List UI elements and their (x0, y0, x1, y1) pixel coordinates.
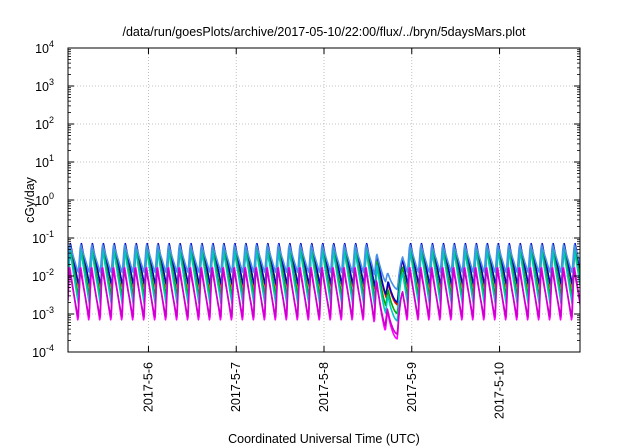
y-tick-label: 103 (35, 77, 54, 94)
y-tick-exponent: 2 (49, 115, 54, 125)
y-tick-label: 10-1 (32, 229, 54, 246)
series-line (68, 267, 580, 336)
y-tick-label: 10-3 (32, 305, 54, 322)
x-tick-label: 2017-5-10 (493, 362, 507, 419)
y-tick-exponent: -2 (46, 267, 54, 277)
x-tick-label: 2017-5-7 (229, 362, 243, 412)
y-tick-label: 102 (35, 115, 54, 132)
series-layer (68, 242, 580, 340)
y-tick-label: 10-2 (32, 267, 54, 284)
x-tick-label: 2017-5-6 (141, 362, 155, 412)
y-tick-exponent: 4 (49, 39, 54, 49)
series-line (68, 244, 580, 291)
y-tick-exponent: -3 (46, 305, 54, 315)
y-tick-label: 10-4 (32, 343, 54, 360)
x-axis-label: Coordinated Universal Time (UTC) (228, 432, 420, 446)
x-tick-label: 2017-5-9 (405, 362, 419, 412)
y-tick-label: 100 (35, 191, 54, 208)
y-tick-label: 101 (35, 153, 54, 170)
y-tick-exponent: 0 (49, 191, 54, 201)
y-tick-exponent: -1 (46, 229, 54, 239)
y-axis-label: cGy/day (23, 176, 37, 223)
y-tick-exponent: 1 (49, 153, 54, 163)
y-tick-exponent: 3 (49, 77, 54, 87)
chart-title: /data/run/goesPlots/archive/2017-05-10/2… (122, 25, 526, 39)
y-tick-exponent: -4 (46, 343, 54, 353)
y-tick-label: 104 (35, 39, 54, 56)
x-tick-label: 2017-5-8 (317, 362, 331, 412)
